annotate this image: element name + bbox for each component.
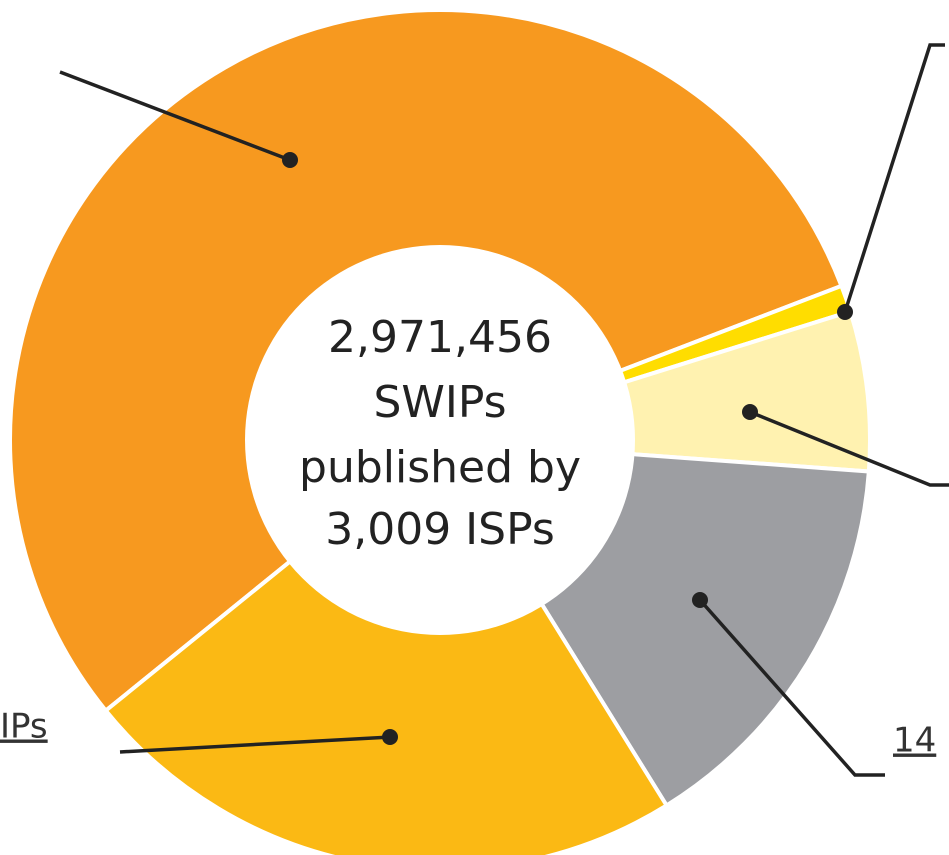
leader-line — [119, 735, 391, 754]
leader-line — [59, 70, 291, 162]
leader-line — [843, 43, 945, 313]
center-text: published by — [299, 442, 581, 493]
leader-line — [698, 598, 885, 777]
donut-hole — [245, 245, 635, 635]
center-text: 2,971,456 — [328, 312, 552, 363]
donut-slice — [103, 437, 670, 855]
leader-dot — [692, 592, 708, 608]
leader-dot — [742, 404, 758, 420]
leader-dot — [837, 304, 853, 320]
leader-lines — [59, 43, 949, 777]
center-text: SWIPs — [373, 377, 506, 428]
leader-line — [749, 410, 949, 487]
slice-label: IPs — [0, 707, 48, 747]
leader-dot — [382, 729, 398, 745]
center-text: 3,009 ISPs — [325, 504, 555, 555]
leader-dot — [282, 152, 298, 168]
slice-label: 14 — [893, 721, 936, 761]
